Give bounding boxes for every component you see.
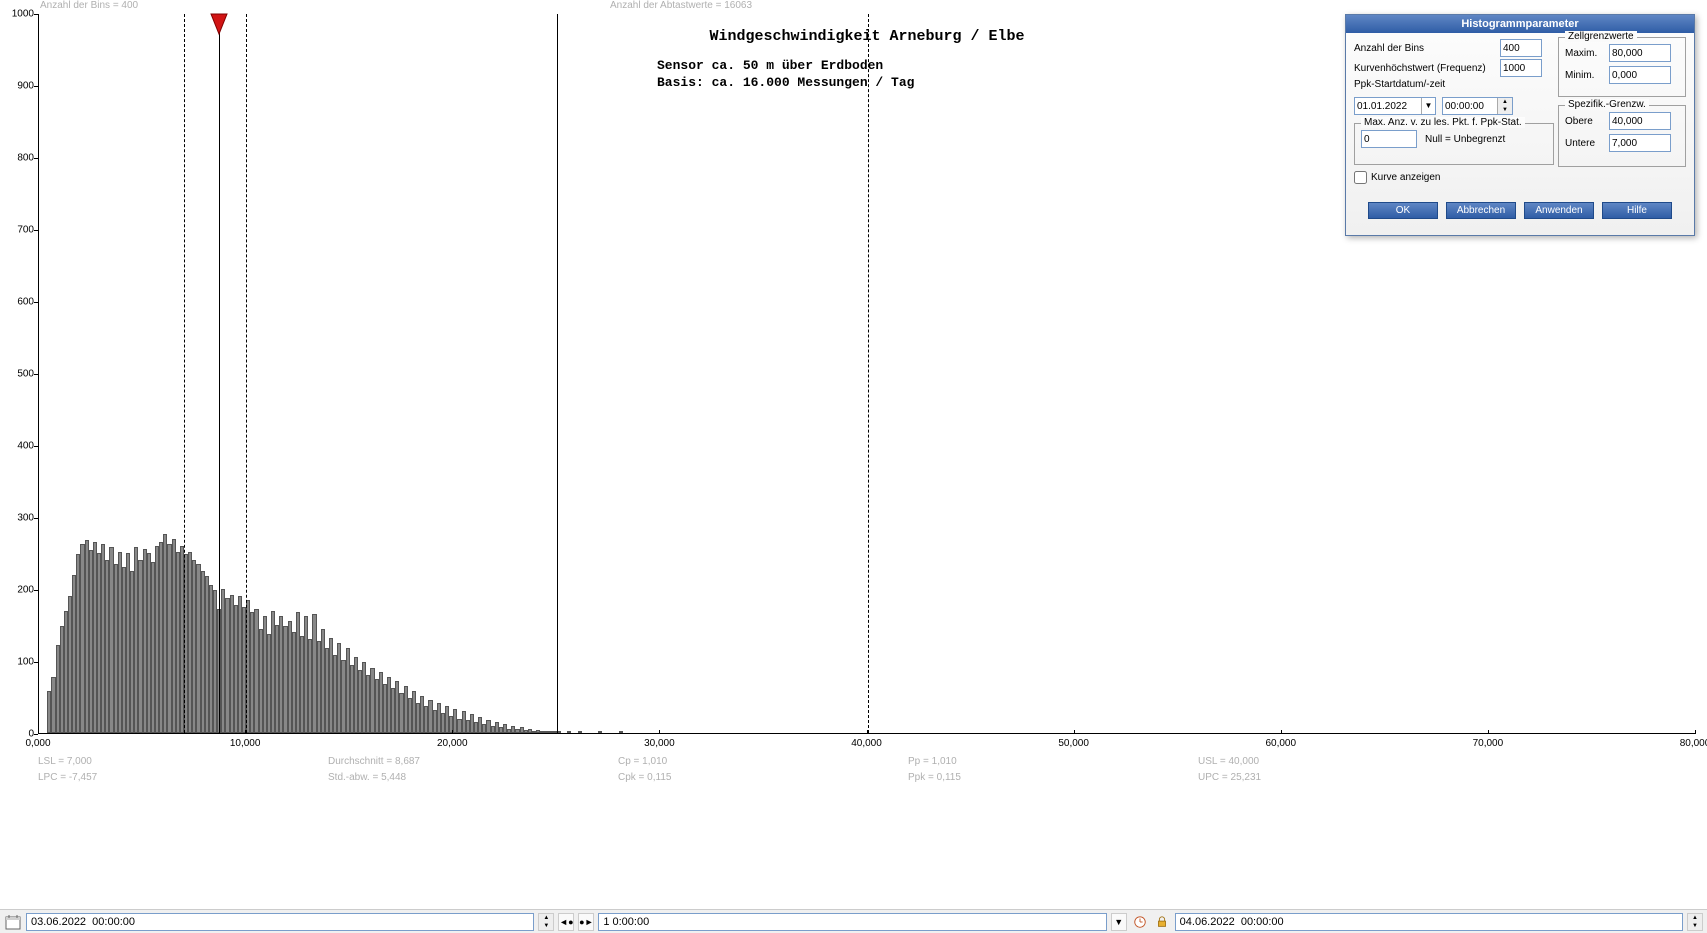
vline-LSL [184, 14, 185, 733]
histogram-parameters-dialog: Histogrammparameter Anzahl der Bins Kurv… [1345, 14, 1695, 236]
vline-ref2 [557, 14, 558, 733]
y-tick-label: 200 [0, 585, 38, 596]
y-tick-label: 800 [0, 153, 38, 164]
show-curve-checkbox[interactable] [1354, 171, 1367, 184]
end-datetime-input[interactable] [1175, 913, 1683, 931]
interval-input[interactable] [598, 913, 1106, 931]
dialog-title: Histogrammparameter [1346, 15, 1694, 33]
maxpts-input[interactable] [1361, 130, 1417, 148]
stat-usl: USL = 40,000 [1198, 756, 1259, 767]
stat-std: Std.-abw. = 5,448 [328, 772, 406, 783]
stats-row-2: LPC = -7,457 Std.-abw. = 5,448 Cpk = 0,1… [38, 772, 1695, 786]
freq-input[interactable] [1500, 59, 1542, 77]
y-tick-label: 900 [0, 81, 38, 92]
ppk-date-picker[interactable]: ▼ [1354, 97, 1436, 115]
start-spinner[interactable]: ▲▼ [538, 913, 554, 931]
x-tick-label: 10,000 [230, 738, 261, 749]
step-fwd-icon[interactable]: ●► [578, 913, 594, 931]
stat-mean: Durchschnitt = 8,687 [328, 756, 420, 767]
samples-count-label: Anzahl der Abtastwerte = 16063 [610, 0, 752, 11]
dropdown-icon[interactable]: ▼ [1421, 98, 1435, 114]
histogram-bar [598, 731, 602, 733]
histogram-bar [619, 731, 623, 733]
x-tick-label: 50,000 [1058, 738, 1089, 749]
show-curve-label: Kurve anzeigen [1371, 172, 1441, 183]
ppk-date-input[interactable] [1355, 101, 1421, 112]
x-tick-label: 70,000 [1473, 738, 1504, 749]
bottom-time-bar: ▲▼ ◄● ●► ▼ ▲▼ [0, 909, 1707, 933]
x-tick-label: 60,000 [1265, 738, 1296, 749]
spec-upper-input[interactable] [1609, 112, 1671, 130]
x-tick-label: 40,000 [851, 738, 882, 749]
spec-limits-legend: Spezifik.-Grenzw. [1565, 99, 1649, 110]
clock-icon[interactable] [1131, 913, 1149, 931]
stat-upc: UPC = 25,231 [1198, 772, 1261, 783]
top-info-bar: Anzahl der Bins = 400 Anzahl der Abtastw… [0, 0, 1707, 14]
x-tick-label: 0,000 [25, 738, 50, 749]
stat-lpc: LPC = -7,457 [38, 772, 97, 783]
cell-max-label: Maxim. [1565, 48, 1609, 59]
cell-min-label: Minim. [1565, 70, 1609, 81]
histogram-bar [578, 731, 582, 733]
cell-max-input[interactable] [1609, 44, 1671, 62]
ppk-time-picker[interactable]: ▲▼ [1442, 97, 1513, 115]
histogram-bar [567, 731, 571, 733]
calendar-icon[interactable] [4, 913, 22, 931]
freq-label: Kurvenhöchstwert (Frequenz) [1354, 63, 1494, 74]
ppk-date-label: Ppk-Startdatum/-zeit [1354, 79, 1445, 90]
cell-limits-legend: Zellgrenzwerte [1565, 31, 1637, 42]
y-tick-label: 500 [0, 369, 38, 380]
help-button[interactable]: Hilfe [1602, 202, 1672, 219]
spec-lower-label: Untere [1565, 138, 1609, 149]
bins-label: Anzahl der Bins [1354, 43, 1494, 54]
stats-row-1: LSL = 7,000 Durchschnitt = 8,687 Cp = 1,… [38, 756, 1695, 770]
bins-count-label: Anzahl der Bins = 400 [40, 0, 138, 11]
y-tick-label: 100 [0, 657, 38, 668]
stat-ppk: Ppk = 0,115 [908, 772, 961, 783]
y-tick-label: 300 [0, 513, 38, 524]
vline-Mean [219, 14, 220, 733]
apply-button[interactable]: Anwenden [1524, 202, 1594, 219]
cancel-button[interactable]: Abbrechen [1446, 202, 1516, 219]
lock-icon[interactable] [1153, 913, 1171, 931]
cell-min-input[interactable] [1609, 66, 1671, 84]
y-tick-label: 600 [0, 297, 38, 308]
stat-lsl: LSL = 7,000 [38, 756, 92, 767]
start-datetime-input[interactable] [26, 913, 534, 931]
maxpts-legend: Max. Anz. v. zu les. Pkt. f. Ppk-Stat. [1361, 117, 1525, 128]
end-spinner[interactable]: ▲▼ [1687, 913, 1703, 931]
vline-USL [868, 14, 869, 733]
stat-pp: Pp = 1,010 [908, 756, 957, 767]
stat-cpk: Cpk = 0,115 [618, 772, 671, 783]
time-spinner[interactable]: ▲▼ [1497, 98, 1512, 114]
stat-cp: Cp = 1,010 [618, 756, 667, 767]
interval-dropdown-icon[interactable]: ▼ [1111, 913, 1127, 931]
bins-input[interactable] [1500, 39, 1542, 57]
spec-upper-label: Obere [1565, 116, 1609, 127]
y-tick-label: 400 [0, 441, 38, 452]
ppk-time-input[interactable] [1443, 101, 1497, 112]
x-tick-label: 20,000 [437, 738, 468, 749]
vline-ref1 [246, 14, 247, 733]
spec-lower-input[interactable] [1609, 134, 1671, 152]
ok-button[interactable]: OK [1368, 202, 1438, 219]
y-tick-label: 1000 [0, 9, 38, 20]
mean-marker-icon [209, 12, 229, 40]
maxpts-hint: Null = Unbegrenzt [1425, 134, 1505, 145]
step-back-icon[interactable]: ◄● [558, 913, 574, 931]
y-tick-label: 700 [0, 225, 38, 236]
x-tick-label: 80,000 [1680, 738, 1707, 749]
x-tick-label: 30,000 [644, 738, 675, 749]
